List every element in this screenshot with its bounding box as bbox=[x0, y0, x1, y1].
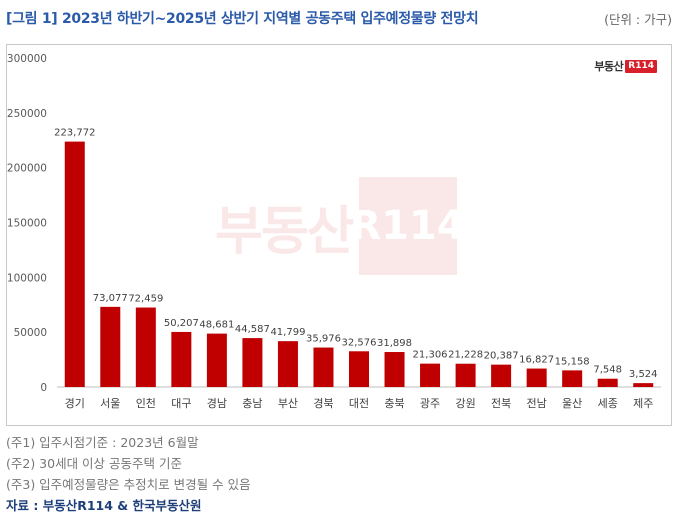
bar bbox=[562, 370, 583, 387]
chart-title: [그림 1] 2023년 하반기~2025년 상반기 지역별 공동주택 입주예정… bbox=[6, 11, 479, 27]
x-tick-label: 세종 bbox=[598, 397, 618, 410]
note-1: (주1) 입주시점기준 : 2023년 6월말 bbox=[6, 435, 199, 450]
x-tick-label: 강원 bbox=[455, 397, 475, 410]
data-label: 16,827 bbox=[519, 355, 554, 366]
chart-area: 부동산 R114 부동산 R114 0 50000 100000 150000 2000… bbox=[6, 44, 672, 426]
data-label: 35,976 bbox=[306, 334, 341, 345]
data-label: 44,587 bbox=[235, 324, 270, 335]
bar bbox=[206, 333, 227, 387]
bar bbox=[135, 307, 156, 387]
notes-section: (주1) 입주시점기준 : 2023년 6월말 (주2) 30세대 이상 공동주… bbox=[6, 432, 251, 517]
bar bbox=[491, 364, 512, 387]
data-label: 48,681 bbox=[199, 320, 234, 331]
x-tick-label: 경북 bbox=[313, 397, 333, 410]
bar bbox=[277, 341, 298, 387]
x-tick-label: 경기 bbox=[65, 397, 85, 410]
x-tick-label: 전북 bbox=[491, 397, 511, 410]
data-label: 3,524 bbox=[629, 369, 658, 380]
bar bbox=[597, 378, 618, 387]
data-label: 20,387 bbox=[484, 351, 519, 362]
data-label: 223,772 bbox=[54, 128, 95, 139]
bar bbox=[64, 141, 85, 387]
x-tick-label: 대전 bbox=[349, 397, 369, 410]
data-label: 7,548 bbox=[593, 365, 622, 376]
data-label: 15,158 bbox=[555, 356, 590, 367]
bar bbox=[633, 383, 654, 387]
x-tick-label: 충북 bbox=[384, 397, 404, 410]
data-label: 32,576 bbox=[342, 337, 377, 348]
x-tick-label: 대구 bbox=[171, 397, 191, 410]
y-tick-label: 0 bbox=[40, 382, 47, 394]
bar bbox=[242, 338, 263, 387]
data-label: 31,898 bbox=[377, 338, 412, 349]
x-tick-label: 인천 bbox=[136, 396, 156, 410]
y-tick-label: 300000 bbox=[7, 53, 47, 65]
y-tick-label: 200000 bbox=[7, 163, 47, 175]
logo-box: R114 bbox=[625, 59, 657, 73]
bar bbox=[100, 306, 121, 387]
x-tick-label: 서울 bbox=[100, 397, 120, 410]
logo-text: 부동산 bbox=[594, 60, 624, 73]
data-label: 72,459 bbox=[128, 294, 163, 305]
y-tick-label: 100000 bbox=[7, 272, 47, 284]
data-label: 21,228 bbox=[448, 350, 483, 361]
source-label: 자료 : 부동산R114 & 한국부동산원 bbox=[6, 498, 202, 513]
data-label: 73,077 bbox=[93, 293, 128, 304]
data-label: 41,799 bbox=[270, 327, 305, 338]
x-tick-label: 울산 bbox=[562, 397, 582, 410]
note-2: (주2) 30세대 이상 공동주택 기준 bbox=[6, 456, 183, 471]
bar bbox=[420, 363, 441, 387]
data-label: 21,306 bbox=[413, 350, 448, 361]
bar bbox=[171, 331, 192, 387]
bar bbox=[455, 363, 476, 387]
x-tick-label: 제주 bbox=[633, 397, 653, 410]
y-tick-label: 150000 bbox=[7, 218, 47, 230]
x-tick-label: 광주 bbox=[420, 397, 440, 410]
bar bbox=[384, 352, 405, 387]
unit-label: (단위 : 가구) bbox=[604, 12, 672, 27]
x-tick-label: 경남 bbox=[207, 397, 227, 410]
r114-logo: 부동산 R114 bbox=[594, 58, 657, 74]
bar-chart: 0 50000 100000 150000 200000 250000 300000 223,… bbox=[7, 53, 661, 410]
x-tick-label: 부산 bbox=[278, 397, 298, 410]
data-label: 50,207 bbox=[164, 318, 199, 329]
x-tick-label: 전남 bbox=[527, 397, 547, 410]
y-tick-label: 250000 bbox=[7, 108, 47, 120]
bar bbox=[313, 347, 334, 387]
x-tick-label: 충남 bbox=[242, 397, 262, 410]
bar bbox=[526, 368, 547, 387]
bar bbox=[349, 351, 369, 387]
note-3: (주3) 입주예정물량은 추정치로 변경될 수 있음 bbox=[6, 477, 251, 492]
y-tick-label: 50000 bbox=[14, 327, 47, 339]
